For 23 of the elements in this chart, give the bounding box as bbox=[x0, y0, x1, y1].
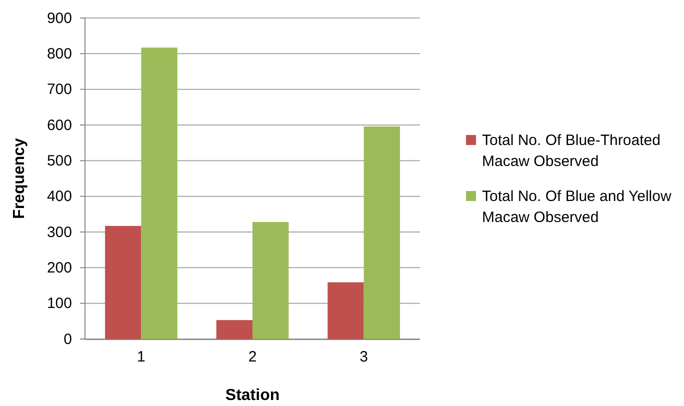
y-tick-label: 200 bbox=[46, 259, 72, 276]
legend-label: Total No. Of Blue and Yellow Macaw Observed bbox=[482, 188, 672, 226]
y-tick-label: 600 bbox=[46, 116, 72, 134]
bar bbox=[141, 48, 178, 339]
x-tick-label: 2 bbox=[248, 348, 257, 366]
bar bbox=[328, 282, 364, 339]
x-tick-label: 1 bbox=[137, 348, 146, 366]
y-tick-label: 800 bbox=[46, 45, 72, 62]
y-tick-label: 500 bbox=[46, 152, 72, 170]
bar bbox=[105, 226, 142, 339]
bar bbox=[252, 222, 289, 339]
y-tick-label: 100 bbox=[46, 295, 72, 312]
bar bbox=[216, 320, 252, 339]
x-axis-title: Station bbox=[225, 387, 280, 404]
y-tick-label: 700 bbox=[46, 81, 72, 98]
y-tick-label: 0 bbox=[64, 330, 72, 348]
bar bbox=[364, 126, 400, 339]
x-tick-label: 3 bbox=[360, 348, 368, 366]
y-axis-title: Frequency bbox=[11, 138, 28, 219]
y-tick-label: 900 bbox=[46, 10, 72, 27]
legend-label: Total No. Of Blue-Throated Macaw Observed bbox=[482, 132, 660, 170]
y-tick-label: 400 bbox=[46, 188, 72, 206]
y-tick-label: 300 bbox=[46, 224, 72, 241]
